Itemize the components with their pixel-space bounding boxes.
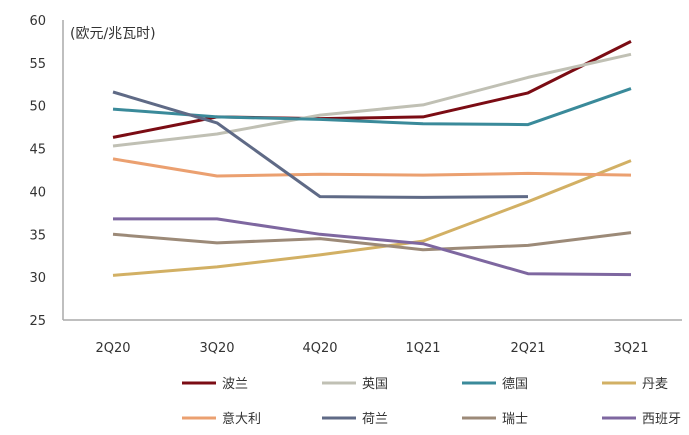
x-tick-label: 2Q20	[95, 341, 130, 356]
series-line-0	[112, 40, 632, 139]
x-tick-label: 3Q21	[613, 341, 648, 356]
y-tick-label: 40	[29, 185, 46, 200]
y-tick-label: 30	[29, 271, 46, 286]
series-line-2	[112, 87, 632, 127]
legend-label: 荷兰	[362, 412, 388, 427]
series-line-4	[112, 157, 632, 178]
x-tick-label: 4Q20	[302, 341, 337, 356]
y-tick-label: 60	[29, 14, 46, 29]
series-line-3	[112, 159, 632, 277]
legend-label: 西班牙	[642, 412, 681, 427]
x-tick-label: 1Q21	[405, 341, 440, 356]
series-line-5	[112, 90, 529, 199]
x-tick-label: 2Q21	[510, 341, 545, 356]
y-tick-label: 25	[29, 314, 46, 329]
x-tick-label: 3Q20	[199, 341, 234, 356]
series-line-7	[113, 217, 632, 277]
series-line-6	[112, 231, 632, 252]
y-axis-label: (欧元/兆瓦时)	[70, 26, 156, 42]
legend-label: 丹麦	[642, 377, 668, 392]
legend-label: 英国	[362, 377, 388, 392]
y-tick-label: 35	[29, 228, 46, 243]
series-line-1	[112, 52, 632, 148]
legend-label: 德国	[502, 377, 528, 392]
legend-label: 波兰	[222, 377, 248, 392]
y-tick-label: 45	[29, 143, 46, 158]
legend-label: 意大利	[222, 411, 261, 427]
legend-label: 瑞士	[502, 412, 528, 427]
y-tick-label: 50	[29, 100, 46, 115]
y-tick-label: 55	[29, 57, 46, 72]
